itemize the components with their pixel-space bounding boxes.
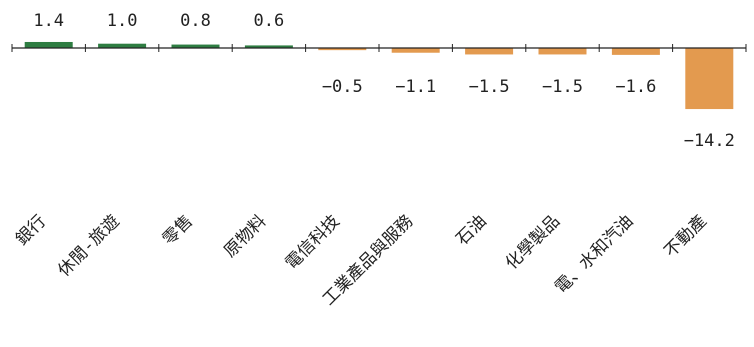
category-label: 零售 <box>159 211 197 249</box>
value-label: −1.6 <box>615 77 656 97</box>
category-label: 化學製品 <box>502 211 564 273</box>
bar <box>538 48 587 55</box>
value-labels: 1.4 1.0 0.8 0.6 −0.5 −1.1 −1.5 −1.5 −1.6 −14.2 <box>33 11 735 151</box>
axis-ticks <box>11 44 747 52</box>
bar <box>98 43 147 48</box>
bar <box>318 48 367 51</box>
bar <box>24 41 73 48</box>
value-label: −1.5 <box>542 77 583 97</box>
category-label: 電、水和汽油 <box>551 211 637 297</box>
bar <box>685 48 734 110</box>
bar <box>465 48 514 55</box>
category-label: 休閒-旅遊 <box>54 211 123 280</box>
category-label: 不動產 <box>661 211 711 261</box>
bar <box>611 48 660 55</box>
value-label: −1.5 <box>469 77 510 97</box>
category-label: 石油 <box>452 211 490 249</box>
bar <box>244 45 293 48</box>
category-label: 電信科技 <box>282 211 344 273</box>
value-label: 1.0 <box>107 11 138 31</box>
bar <box>171 44 220 48</box>
value-label: −0.5 <box>322 77 363 97</box>
category-label: 原物料 <box>220 211 270 261</box>
value-label: −14.2 <box>684 131 735 151</box>
value-label: −1.1 <box>395 77 436 97</box>
category-label: 銀行 <box>12 211 50 249</box>
bar <box>391 48 440 53</box>
bars-layer <box>24 41 734 110</box>
value-label: 1.4 <box>33 11 64 31</box>
value-label: 0.6 <box>254 11 285 31</box>
value-label: 0.8 <box>180 11 211 31</box>
